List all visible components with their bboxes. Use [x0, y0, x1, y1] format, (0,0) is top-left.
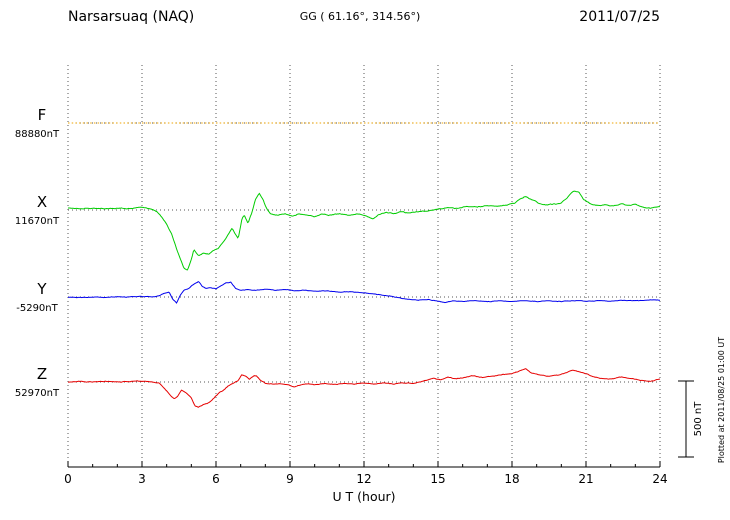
x-tick-label: 6: [212, 472, 220, 486]
trace-Z: [68, 368, 661, 408]
x-tick-label: 18: [504, 472, 519, 486]
component-letter-Y: Y: [36, 280, 47, 298]
component-letter-X: X: [37, 193, 47, 211]
x-axis-title: U T (hour): [332, 489, 395, 504]
x-tick-label: 21: [578, 472, 593, 486]
traces: [67, 122, 661, 408]
plotted-at-label: Plotted at 2011/08/25 01:00 UT: [717, 337, 726, 463]
component-letter-F: F: [38, 106, 47, 124]
component-letter-Z: Z: [37, 365, 47, 383]
series-labels: F 88880nT X 11670nT Y -5290nT Z 52970nT: [15, 106, 60, 399]
coords-label: GG ( 61.16°, 314.56°): [300, 10, 421, 23]
gridlines: [67, 65, 661, 467]
x-tick-label: 9: [286, 472, 294, 486]
component-baseline-value-Z: 52970nT: [15, 388, 60, 399]
date-label: 2011/07/25: [579, 9, 660, 25]
scale-bar: 500 nT: [678, 380, 704, 458]
x-tick-label: 3: [138, 472, 146, 486]
x-tick-label: 15: [430, 472, 445, 486]
scale-bar-label: 500 nT: [693, 401, 704, 437]
x-tick-label: 12: [356, 472, 371, 486]
x-tick-label: 24: [652, 472, 667, 486]
trace-Y: [67, 280, 660, 304]
station-title: Narsarsuaq (NAQ): [68, 9, 194, 25]
trace-X: [68, 190, 660, 271]
x-axis: 0 3 6 9 12 15 18 21 24: [64, 461, 668, 486]
component-baseline-value-Y: -5290nT: [16, 303, 58, 314]
component-baseline-value-F: 88880nT: [15, 129, 60, 140]
x-tick-label: 0: [64, 472, 72, 486]
component-baseline-value-X: 11670nT: [15, 216, 60, 227]
